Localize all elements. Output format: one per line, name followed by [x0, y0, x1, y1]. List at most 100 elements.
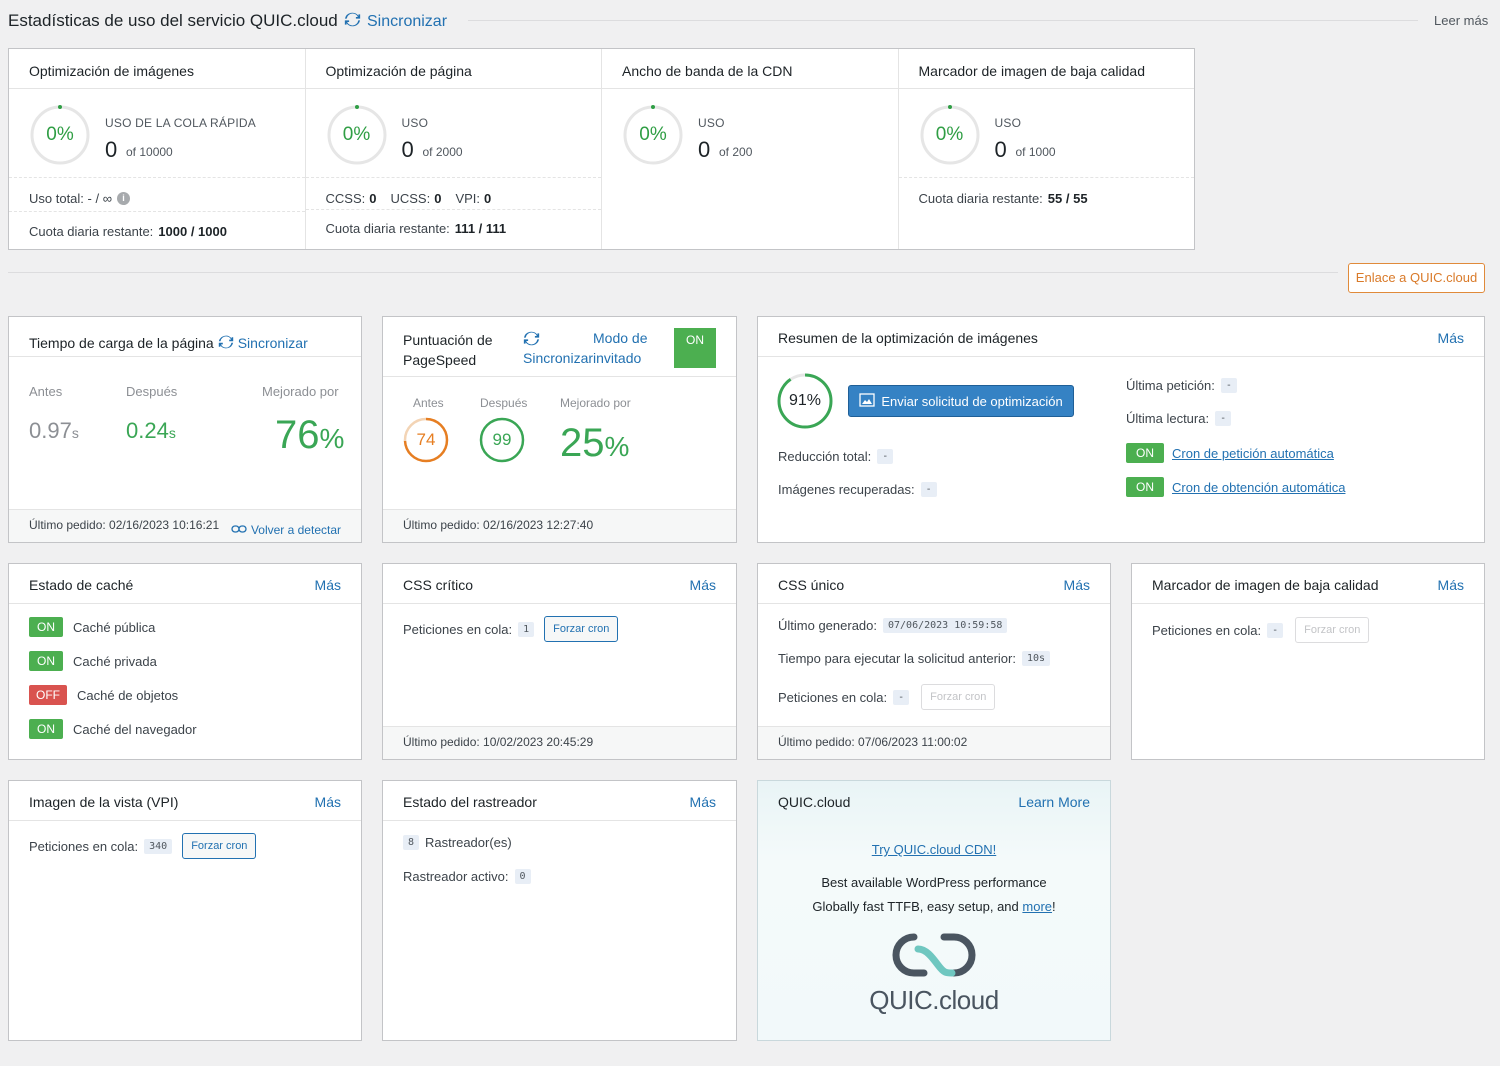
promo-line-2-end: ! [1052, 899, 1056, 914]
card-footer: Último pedido: 07/06/2023 11:00:02 [758, 726, 1110, 759]
sync-icon[interactable] [218, 334, 234, 353]
promo-line-1: Best available WordPress performance [821, 875, 1047, 890]
cron-request-link[interactable]: Cron de petición automática [1172, 445, 1334, 461]
exec-time-value: 10s [1021, 651, 1051, 666]
lqip-card: Marcador de imagen de baja calidad Más P… [1131, 563, 1485, 760]
last-request-label: Última petición: [1126, 378, 1215, 393]
cron-request-toggle[interactable]: ON [1126, 443, 1164, 463]
more-link[interactable]: Más [1063, 577, 1090, 593]
cache-item-label: Caché de objetos [77, 687, 179, 703]
cron-pull-link[interactable]: Cron de obtención automática [1172, 479, 1346, 495]
last-request: Último pedido: 07/06/2023 11:00:02 [778, 735, 968, 749]
cache-item-label: Caché pública [73, 619, 156, 635]
usage-of: of 1000 [1015, 145, 1056, 159]
queue-label: Peticiones en cola: [403, 621, 513, 637]
usage-label: USO [401, 116, 429, 130]
quic-cloud-logo-icon [890, 931, 978, 982]
card-footer: Último pedido: 02/16/2023 10:16:21 Volve… [9, 509, 361, 542]
more-link[interactable]: more [1022, 899, 1053, 914]
optimization-pct: 91% [788, 392, 822, 409]
improved-value: 25% [560, 421, 629, 466]
more-link[interactable]: Más [314, 794, 341, 810]
force-cron-button[interactable]: Forzar cron [921, 684, 996, 710]
usage-panel: Optimización de imágenes 0% USO DE LA CO… [8, 48, 1195, 250]
usage-value: 0 [401, 137, 414, 162]
daily-quota-label: Cuota diaria restante: [29, 224, 154, 239]
before-label: Antes [29, 384, 63, 399]
exec-time-row: Tiempo para ejecutar la solicitud anteri… [778, 651, 1051, 666]
improved-unit: % [319, 423, 345, 454]
divider [898, 177, 1194, 178]
image-optimization-summary-card: Resumen de la optimización de imágenes M… [757, 316, 1485, 543]
crawler-status-card: Estado del rastreador Más 8 Rastreador(e… [382, 780, 737, 1041]
queue-label: Peticiones en cola: [29, 838, 139, 854]
more-link[interactable]: Más [314, 577, 341, 593]
after-unit: s [168, 425, 176, 441]
promo-line-2: Globally fast TTFB, easy setup, and more… [758, 899, 1110, 914]
daily-quota-row: Cuota diaria restante: 55 / 55 [919, 191, 1088, 206]
improved-label: Mejorado por [560, 396, 631, 410]
active-crawler-label: Rastreador activo: [403, 869, 509, 884]
recovered-images-value: - [920, 482, 937, 497]
usage-value: 0 [105, 137, 118, 162]
before-score: 74 [416, 430, 436, 449]
usage-col-title: Marcador de imagen de baja calidad [898, 49, 1194, 89]
before-label: Antes [413, 396, 444, 410]
card-header: Tiempo de carga de la página Sincronizar [9, 317, 361, 357]
cron-pull-toggle[interactable]: ON [1126, 477, 1164, 497]
queue-value: - [1267, 622, 1284, 638]
page-load-time-card: Tiempo de carga de la página Sincronizar… [8, 316, 362, 543]
wordmark-quic: QUIC [869, 985, 933, 1015]
before-unit: s [71, 425, 79, 441]
ucss-value: 0 [434, 191, 442, 206]
send-optimization-button[interactable]: Enviar solicitud de optimización [848, 385, 1074, 417]
force-cron-button[interactable]: Forzar cron [182, 833, 257, 859]
card-title: Resumen de la optimización de imágenes [778, 330, 1038, 346]
usage-value: 0 [698, 137, 711, 162]
sync-icon [344, 11, 361, 33]
cache-item-label: Caché privada [73, 653, 157, 669]
try-cdn-link[interactable]: Try QUIC.cloud CDN! [871, 842, 997, 857]
card-header: Estado de caché Más [9, 564, 361, 604]
card-title: Estado del rastreador [403, 794, 537, 810]
daily-quota-value: 55 / 55 [1047, 191, 1088, 206]
force-cron-button[interactable]: Forzar cron [544, 616, 619, 642]
usage-value: 0 [994, 137, 1007, 162]
sync-link[interactable]: Sincronizar [523, 350, 594, 366]
read-more-link[interactable]: Leer más [1434, 13, 1489, 28]
usage-pct: 0% [46, 124, 74, 145]
recovered-images-label: Imágenes recuperadas: [778, 482, 915, 497]
info-icon[interactable]: i [116, 192, 130, 205]
link-quic-cloud-button[interactable]: Enlace a QUIC.cloud [1348, 263, 1485, 293]
card-title-line2: PageSpeed [403, 352, 477, 368]
before-number: 0.97 [29, 418, 72, 443]
learn-more-link[interactable]: Learn More [1018, 794, 1090, 810]
card-header: Imagen de la vista (VPI) Más [9, 781, 361, 821]
sync-link[interactable]: Sincronizar [344, 11, 447, 33]
usage-pct: 0% [639, 124, 667, 145]
sync-icon[interactable] [523, 330, 540, 350]
page-title: Estadísticas de uso del servicio QUIC.cl… [8, 11, 338, 30]
usage-of: of 2000 [422, 145, 463, 159]
more-link[interactable]: Más [689, 577, 716, 593]
usage-col-image-optimization: Optimización de imágenes 0% USO DE LA CO… [9, 49, 306, 249]
sync-link[interactable]: Sincronizar [237, 335, 308, 351]
more-link[interactable]: Más [1437, 577, 1464, 593]
queue-label: Peticiones en cola: [778, 689, 888, 705]
card-title: Marcador de imagen de baja calidad [1152, 577, 1379, 593]
after-number: 0.24 [126, 418, 169, 443]
cron-pull-row: ON Cron de obtención automática [1126, 477, 1345, 497]
force-cron-button[interactable]: Forzar cron [1295, 617, 1370, 643]
cache-state-badge: OFF [29, 685, 67, 705]
after-value: 0.24s [126, 418, 176, 444]
card-header: CSS crítico Más [383, 564, 736, 604]
more-link[interactable]: Más [1437, 330, 1464, 346]
usage-col-cdn-bandwidth: Ancho de banda de la CDN 0% USO 0 of 200 [602, 49, 899, 249]
last-request-value: - [1220, 378, 1237, 393]
guest-mode-toggle[interactable]: ON [674, 328, 716, 368]
ccss-label: CCSS: [325, 191, 366, 206]
more-link[interactable]: Más [689, 794, 716, 810]
redetect-link[interactable]: Volver a detectar [231, 518, 341, 542]
queue-label: Peticiones en cola: [1152, 622, 1262, 638]
usage-pct: 0% [342, 124, 371, 145]
